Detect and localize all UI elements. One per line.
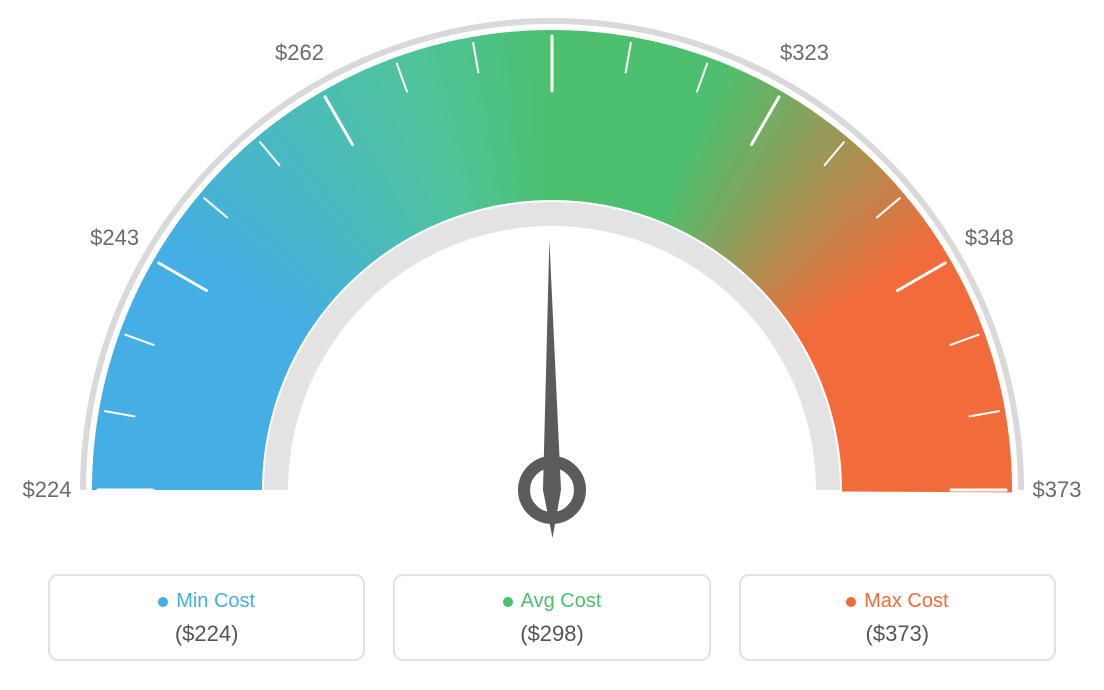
cost-gauge: $224$243$262$298$323$348$373 [0, 0, 1104, 570]
gauge-tick-label: $323 [780, 40, 829, 66]
max-dot-icon [846, 597, 856, 607]
gauge-tick-label: $243 [90, 225, 139, 251]
legend-max-value: ($373) [741, 621, 1054, 647]
legend-max-label: Max Cost [864, 590, 948, 613]
legend-card-avg: Avg Cost ($298) [393, 574, 710, 661]
legend-card-max: Max Cost ($373) [739, 574, 1056, 661]
gauge-tick-label: $224 [23, 477, 72, 503]
gauge-tick-label: $262 [275, 40, 324, 66]
legend-avg-label: Avg Cost [521, 590, 602, 613]
legend-card-min: Min Cost ($224) [48, 574, 365, 661]
gauge-tick-label: $348 [965, 225, 1014, 251]
legend-min-value: ($224) [50, 621, 363, 647]
avg-dot-icon [503, 597, 513, 607]
legend-avg-value: ($298) [395, 621, 708, 647]
legend-min-label: Min Cost [176, 590, 255, 613]
gauge-tick-label: $373 [1033, 477, 1082, 503]
min-dot-icon [158, 597, 168, 607]
legend: Min Cost ($224) Avg Cost ($298) Max Cost… [0, 574, 1104, 661]
